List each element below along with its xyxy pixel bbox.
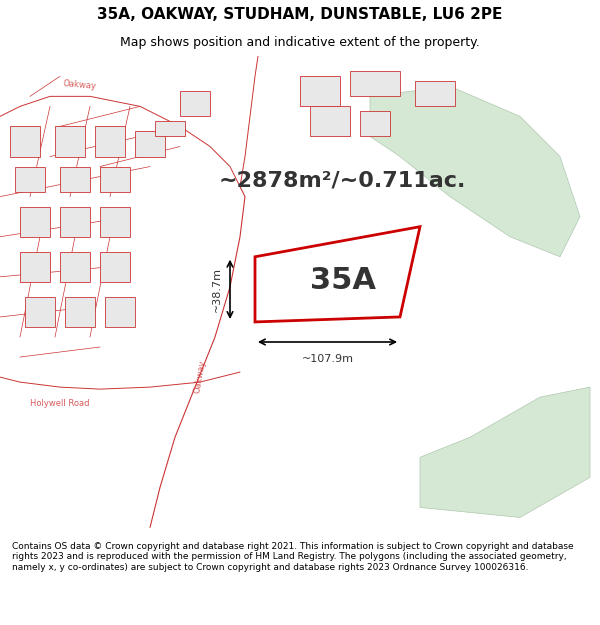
Polygon shape (95, 126, 125, 156)
Polygon shape (135, 131, 165, 156)
Polygon shape (310, 106, 350, 136)
Polygon shape (10, 126, 40, 156)
Polygon shape (180, 91, 210, 116)
Text: Holywell Road: Holywell Road (30, 399, 90, 408)
Polygon shape (420, 387, 590, 518)
Polygon shape (25, 297, 55, 327)
Polygon shape (15, 166, 45, 192)
Polygon shape (100, 207, 130, 237)
Polygon shape (350, 71, 400, 96)
Polygon shape (105, 297, 135, 327)
Polygon shape (370, 86, 580, 257)
Polygon shape (60, 166, 90, 192)
Text: ~38.7m: ~38.7m (212, 267, 222, 312)
Polygon shape (100, 166, 130, 192)
Text: Contains OS data © Crown copyright and database right 2021. This information is : Contains OS data © Crown copyright and d… (12, 542, 574, 572)
Polygon shape (20, 207, 50, 237)
Text: Oakway: Oakway (63, 79, 97, 91)
Polygon shape (415, 81, 455, 106)
Polygon shape (360, 111, 390, 136)
Polygon shape (100, 252, 130, 282)
Text: Oakway: Oakway (193, 360, 208, 394)
Text: 35A, OAKWAY, STUDHAM, DUNSTABLE, LU6 2PE: 35A, OAKWAY, STUDHAM, DUNSTABLE, LU6 2PE (97, 6, 503, 21)
Polygon shape (60, 207, 90, 237)
Polygon shape (65, 297, 95, 327)
Polygon shape (20, 252, 50, 282)
Text: Map shows position and indicative extent of the property.: Map shows position and indicative extent… (120, 36, 480, 49)
Polygon shape (300, 76, 340, 106)
Text: ~2878m²/~0.711ac.: ~2878m²/~0.711ac. (219, 171, 466, 191)
Polygon shape (155, 121, 185, 136)
Text: 35A: 35A (310, 266, 376, 295)
Polygon shape (55, 126, 85, 156)
Text: ~107.9m: ~107.9m (302, 354, 353, 364)
Polygon shape (60, 252, 90, 282)
